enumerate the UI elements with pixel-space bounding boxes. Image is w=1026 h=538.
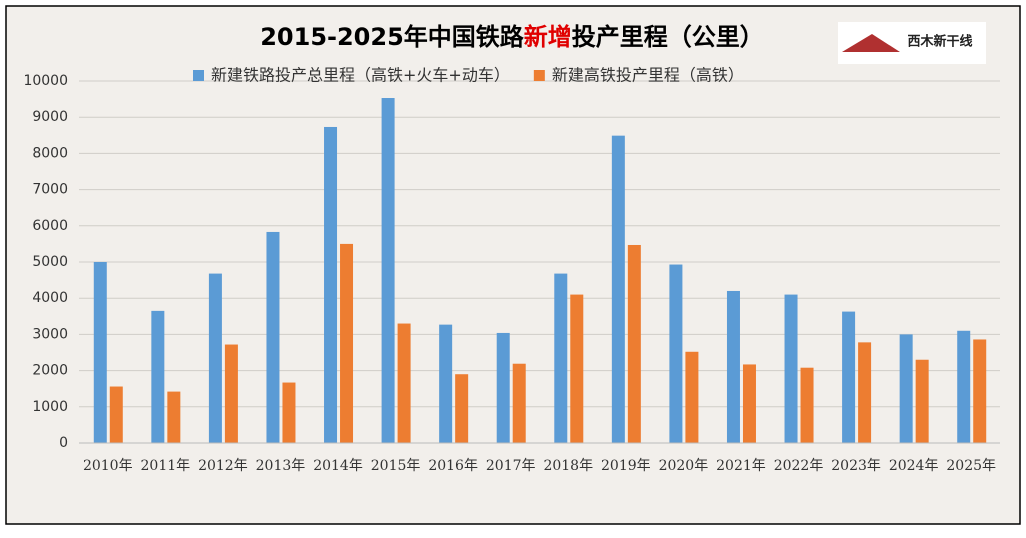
y-tick-label: 10000 [23,73,68,89]
x-tick-label: 2012年 [198,458,248,474]
logo-text: 西木新干线 [907,34,972,50]
bar [324,126,338,443]
bar [455,374,469,443]
bar [512,363,526,443]
y-tick-label: 9000 [32,109,68,125]
x-tick-label: 2025年 [946,458,996,474]
bar [627,244,641,443]
bar [340,243,354,443]
y-tick-label: 8000 [32,145,68,161]
bar [282,382,296,443]
x-tick-label: 2017年 [486,458,536,474]
bar [224,344,238,443]
bar [208,273,222,443]
x-tick-label: 2015年 [371,458,421,474]
bar [973,339,987,443]
x-tick-label: 2024年 [889,458,939,474]
x-tick-label: 2021年 [716,458,766,474]
bar [151,310,165,443]
legend-swatch [533,70,545,81]
bar [439,324,453,443]
bar [266,231,280,443]
bar [742,364,756,443]
x-tick-label: 2018年 [543,458,593,474]
chart-background [5,5,1021,525]
y-tick-label: 5000 [32,254,68,270]
x-tick-label: 2016年 [428,458,478,474]
bar [784,294,798,443]
bar [93,262,107,443]
bar [842,311,856,443]
x-tick-label: 2011年 [141,458,191,474]
x-tick-label: 2022年 [774,458,824,474]
bar [554,273,568,443]
bar [496,332,510,443]
bar [858,342,872,443]
legend-label: 新建铁路投产总里程（高铁+火车+动车） [211,66,510,85]
legend-swatch [193,70,204,81]
bar [685,351,699,443]
legend-label: 新建高铁投产里程（高铁） [552,66,744,85]
x-tick-label: 2020年 [659,458,709,474]
chart-title: 2015-2025年中国铁路新增投产里程（公里） [260,23,764,51]
bar [611,135,625,444]
bar [726,290,740,443]
bar [381,98,395,443]
bar [397,323,411,443]
logo: 西木新干线 [838,22,986,64]
y-tick-label: 0 [59,435,68,451]
bar [915,359,929,443]
logo-icon [842,34,900,52]
x-tick-label: 2010年 [83,458,133,474]
x-tick-label: 2013年 [256,458,306,474]
bar [109,386,123,443]
x-tick-label: 2023年 [831,458,881,474]
bar [167,391,181,443]
bar [899,334,913,443]
x-tick-label: 2019年 [601,458,651,474]
y-tick-label: 1000 [32,399,68,415]
bar [570,294,584,443]
y-tick-label: 6000 [32,218,68,234]
y-tick-label: 3000 [32,326,68,342]
bar [957,330,971,443]
y-tick-label: 7000 [32,182,68,198]
y-tick-label: 4000 [32,290,68,306]
y-tick-label: 2000 [32,363,68,379]
bar [800,367,814,443]
x-tick-label: 2014年 [313,458,363,474]
bar [669,264,683,443]
